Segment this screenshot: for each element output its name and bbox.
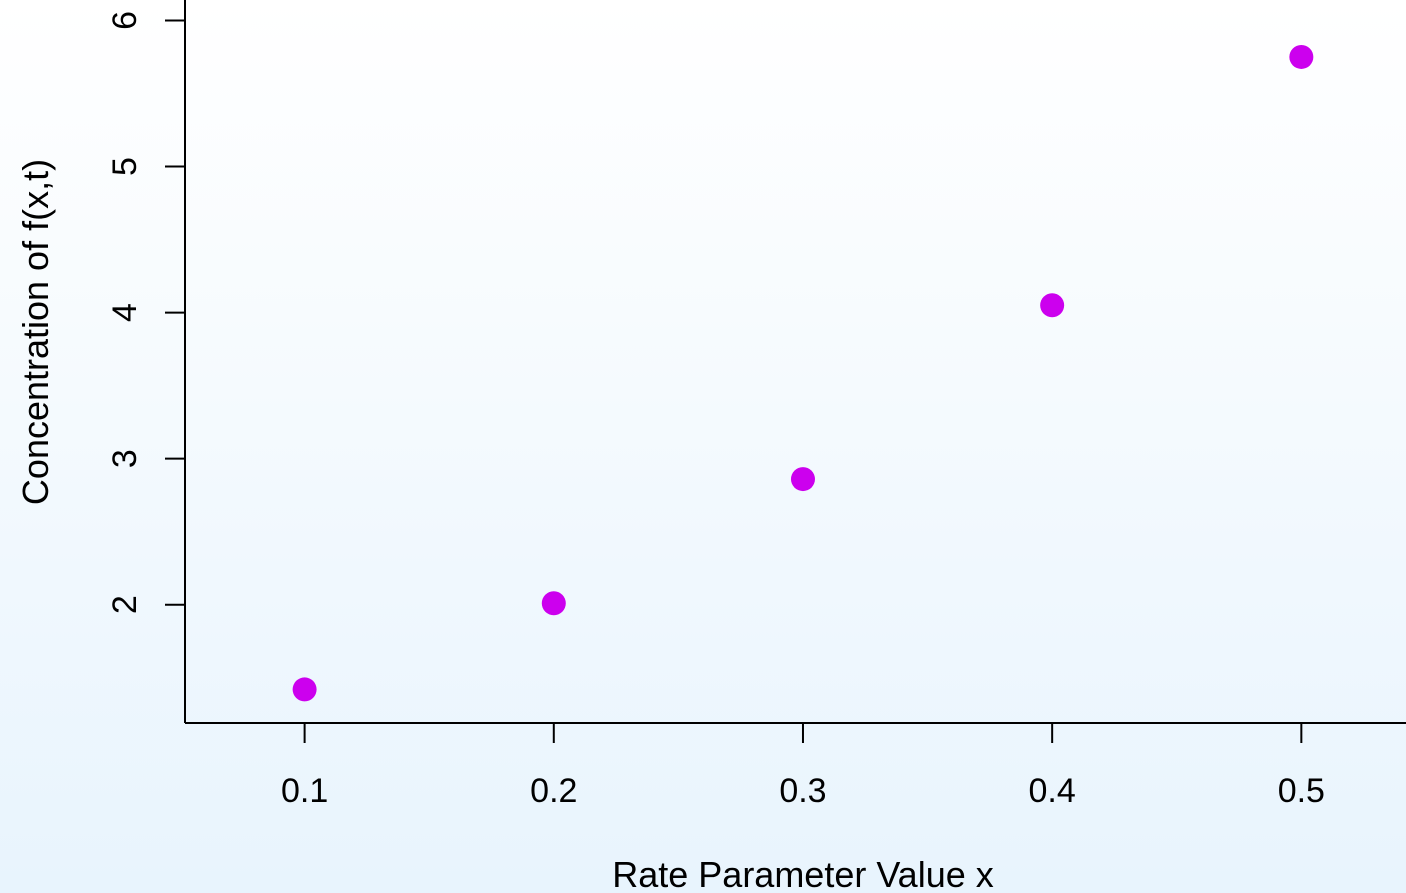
axes (184, 0, 1406, 724)
data-point (790, 467, 815, 492)
x-axis-title: Rate Parameter Value x (612, 854, 994, 893)
x-tick-label: 0.1 (281, 772, 328, 810)
y-tick-label: 2 (106, 595, 144, 614)
x-tick-label: 0.5 (1278, 772, 1325, 810)
x-ticks: 0.1 0.2 0.3 0.4 0.5 (281, 723, 1325, 810)
y-tick-label: 6 (106, 11, 144, 30)
data-point (1289, 44, 1314, 69)
y-tick-label: 4 (106, 303, 144, 322)
x-tick-label: 0.4 (1029, 772, 1076, 810)
y-axis-title: Concentration of f(x,t) (15, 159, 56, 505)
x-tick-label: 0.3 (779, 772, 826, 810)
y-ticks: 2 3 4 5 6 (106, 11, 185, 614)
y-tick-label: 5 (106, 157, 144, 176)
x-tick-label: 0.2 (530, 772, 577, 810)
y-tick-label: 3 (106, 449, 144, 468)
data-points (292, 44, 1314, 702)
data-point (541, 591, 566, 616)
data-point (292, 677, 317, 702)
data-point (1040, 293, 1065, 318)
